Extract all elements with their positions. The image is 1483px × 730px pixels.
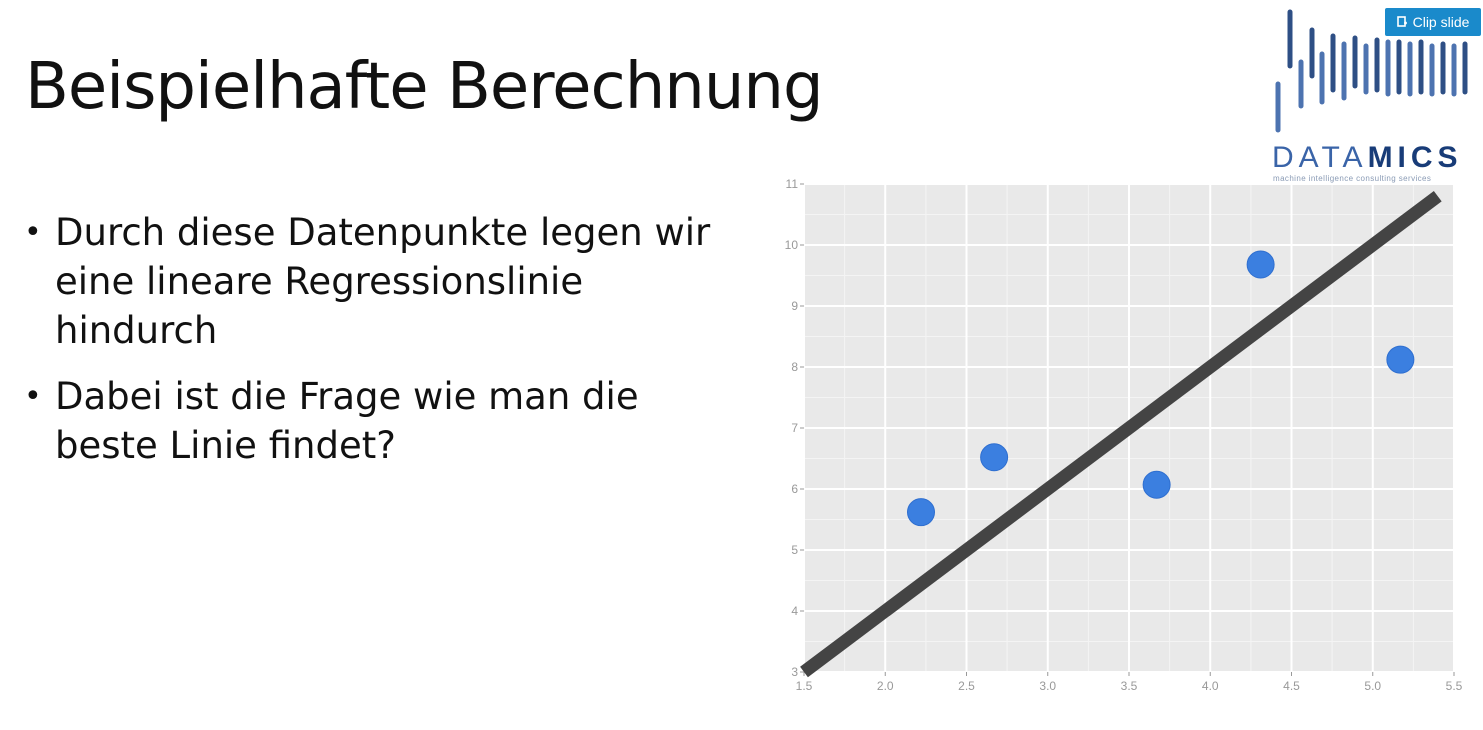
x-tick-label: 5.0 — [1364, 679, 1381, 693]
x-tick-label: 3.0 — [1039, 679, 1056, 693]
x-tick-label: 3.5 — [1121, 679, 1138, 693]
x-tick-label: 2.0 — [877, 679, 894, 693]
y-tick-label: 3 — [791, 665, 798, 679]
x-tick-label: 5.5 — [1446, 679, 1463, 693]
y-tick-label: 9 — [791, 299, 798, 313]
datamics-logo-icon — [1275, 9, 1468, 133]
x-tick-label: 2.5 — [958, 679, 975, 693]
bullet-item: • Durch diese Datenpunkte legen wir eine… — [22, 208, 742, 355]
bullet-dot-icon: • — [24, 215, 42, 250]
y-tick-label: 11 — [786, 177, 799, 191]
y-tick-label: 8 — [791, 360, 798, 374]
y-tick-label: 4 — [791, 604, 798, 618]
x-tick-label: 4.5 — [1283, 679, 1300, 693]
data-point — [1246, 250, 1275, 279]
y-tick-label: 10 — [785, 238, 799, 252]
data-point — [1386, 345, 1415, 374]
bullet-list: • Durch diese Datenpunkte legen wir eine… — [22, 208, 742, 487]
clip-icon — [1396, 16, 1407, 27]
y-tick-label: 6 — [791, 482, 798, 496]
y-tick-label: 7 — [791, 421, 798, 435]
x-tick-label: 4.0 — [1202, 679, 1219, 693]
y-tick-label: 5 — [791, 543, 798, 557]
scatter-chart: 1.5 2.0 2.5 3.0 3.5 4.0 4.5 5.0 5.5 3 4 5 6 7 8 9 10 11 — [785, 177, 1463, 693]
slide-title: Beispielhafte Berechnung — [25, 50, 824, 124]
logo-tagline: machine intelligence consulting services — [1273, 174, 1432, 183]
bullet-dot-icon: • — [24, 379, 42, 414]
bullet-text: Durch diese Datenpunkte legen wir eine l… — [55, 211, 711, 352]
data-point — [1142, 470, 1171, 499]
clip-slide-label: Clip slide — [1412, 14, 1470, 30]
clip-slide-button[interactable]: Clip slide — [1385, 8, 1481, 36]
bullet-item: • Dabei ist die Frage wie man die beste … — [22, 372, 742, 470]
data-point — [980, 443, 1009, 472]
x-tick-label: 1.5 — [796, 679, 813, 693]
regression-line — [800, 191, 1442, 678]
bullet-text: Dabei ist die Frage wie man die beste Li… — [55, 375, 639, 467]
logo-wordmark: DATAMICS — [1272, 141, 1463, 174]
data-point — [907, 498, 935, 527]
